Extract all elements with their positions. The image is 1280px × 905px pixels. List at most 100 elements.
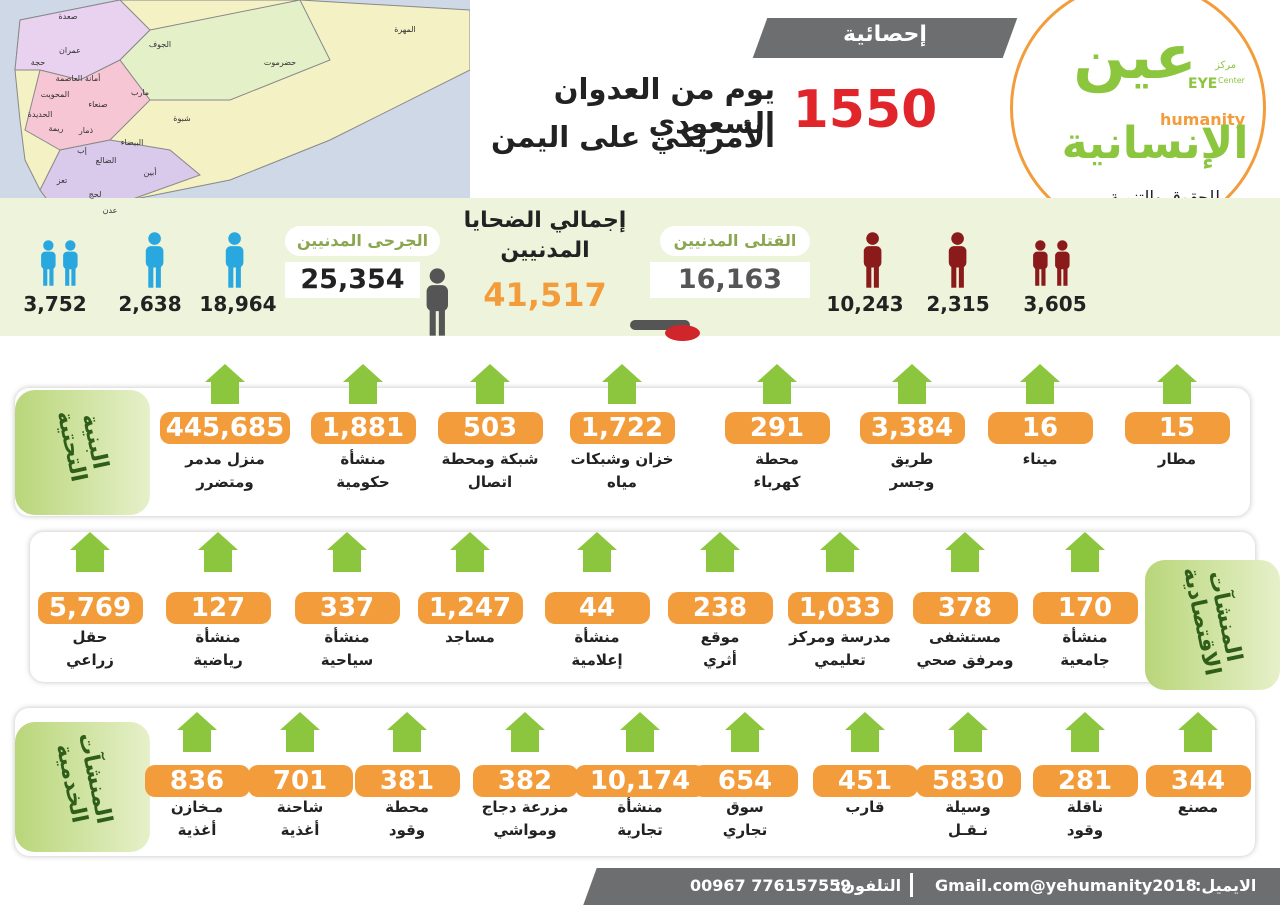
men-icon xyxy=(860,232,885,288)
icon-glyph xyxy=(1065,712,1105,752)
item-label: ومرفق صحي xyxy=(916,651,1014,669)
item-icon xyxy=(383,708,431,756)
person-icon xyxy=(863,232,882,288)
item-label: قارب xyxy=(845,798,885,816)
item-label: اتصال xyxy=(467,473,513,491)
icon-glyph xyxy=(205,364,245,404)
item-value: 1,247 xyxy=(417,592,523,624)
item-label: تعليمي xyxy=(814,651,866,669)
badge: إحصائية xyxy=(843,22,927,47)
killed-men: 10,243 xyxy=(826,292,904,316)
item-value: 170 xyxy=(1032,592,1138,624)
person-icon xyxy=(41,240,56,286)
item-icon xyxy=(753,360,801,408)
item-label: مستشفى xyxy=(929,628,1001,646)
children-icon xyxy=(38,240,59,286)
map-label: حضرموت xyxy=(263,58,297,67)
icon-glyph xyxy=(1065,532,1105,572)
item-label: محطة xyxy=(755,450,799,468)
item-label: أثري xyxy=(703,651,737,669)
logo-humanity: humanity xyxy=(1160,110,1246,129)
item-label: منشأة xyxy=(1062,628,1108,646)
item-value: 382 xyxy=(472,765,578,797)
item-icon xyxy=(1174,708,1222,756)
icon-glyph xyxy=(757,364,797,404)
logo-eye: EYE xyxy=(1188,76,1218,92)
icon-glyph xyxy=(620,712,660,752)
map-label: شبوة xyxy=(173,114,191,123)
item-value: 5830 xyxy=(915,765,1021,797)
item-label: مـخازن xyxy=(170,798,224,816)
item-value: 451 xyxy=(812,765,918,797)
map-label: تعز xyxy=(56,176,68,185)
icon-glyph xyxy=(892,364,932,404)
item-label: وقود xyxy=(1066,821,1104,839)
item-label: مطار xyxy=(1157,450,1197,468)
icon-glyph xyxy=(198,532,238,572)
killed-total: 16,163 xyxy=(650,262,810,298)
map-label: المحويت xyxy=(40,90,70,99)
item-value: 1,722 xyxy=(569,412,675,444)
person-icon xyxy=(1055,240,1070,286)
item-icon xyxy=(1016,360,1064,408)
icon-glyph xyxy=(602,364,642,404)
item-value: 1,033 xyxy=(787,592,893,624)
item-icon xyxy=(944,708,992,756)
item-label: منشأة xyxy=(617,798,663,816)
item-value: 291 xyxy=(724,412,830,444)
item-icon xyxy=(841,708,889,756)
item-label: شاحنة xyxy=(276,798,324,816)
item-label: منشأة xyxy=(324,628,370,646)
person-icon xyxy=(1033,240,1048,286)
item-label: حقل xyxy=(72,628,108,646)
item-label: كهرباء xyxy=(753,473,801,491)
item-icon xyxy=(721,708,769,756)
item-icon xyxy=(323,528,371,576)
item-label: نـقـل xyxy=(947,821,989,839)
item-label: إعلامية xyxy=(571,651,623,669)
injured-women: 2,638 xyxy=(118,292,182,316)
item-icon xyxy=(501,708,549,756)
map-label: البيضاء xyxy=(120,138,144,147)
map-label: المهرة xyxy=(394,25,416,34)
item-label: محطة xyxy=(385,798,429,816)
map-label: ذمار xyxy=(78,126,94,135)
map-label: حجة xyxy=(30,58,46,67)
map xyxy=(0,0,470,216)
phone: 00967 776157559 xyxy=(690,876,852,895)
person-icon xyxy=(145,232,164,288)
item-icon xyxy=(888,360,936,408)
item-icon xyxy=(466,360,514,408)
item-label: منشأة xyxy=(195,628,241,646)
person-icon xyxy=(225,232,244,288)
item-label: ناقلة xyxy=(1066,798,1104,816)
children-icon xyxy=(1030,240,1051,286)
item-value: 127 xyxy=(165,592,271,624)
item-label: ومتضرر xyxy=(196,473,254,491)
logo-word: عين xyxy=(1073,20,1197,93)
injured-label: الجرحى المدنيين xyxy=(285,226,440,256)
victim-icon xyxy=(630,320,690,330)
killed-label: القتلى المدنيين xyxy=(660,226,810,256)
section-panel xyxy=(15,388,1250,516)
children-icon xyxy=(60,240,81,286)
item-icon xyxy=(66,528,114,576)
map-label: صعدة xyxy=(58,12,78,21)
killed-children: 3,605 xyxy=(1023,292,1087,316)
icon-glyph xyxy=(387,712,427,752)
item-value: 281 xyxy=(1032,765,1138,797)
item-icon xyxy=(339,360,387,408)
item-label: أغذية xyxy=(177,821,217,839)
item-icon xyxy=(201,360,249,408)
women-icon xyxy=(142,232,167,288)
icon-glyph xyxy=(327,532,367,572)
icon-glyph xyxy=(845,712,885,752)
item-value: 16 xyxy=(987,412,1093,444)
icon-glyph xyxy=(343,364,383,404)
item-label: وقود xyxy=(388,821,426,839)
injured-total: 25,354 xyxy=(285,262,420,298)
map-label: إب xyxy=(77,146,87,155)
item-label: مصنع xyxy=(1177,798,1219,816)
item-value: 654 xyxy=(692,765,798,797)
